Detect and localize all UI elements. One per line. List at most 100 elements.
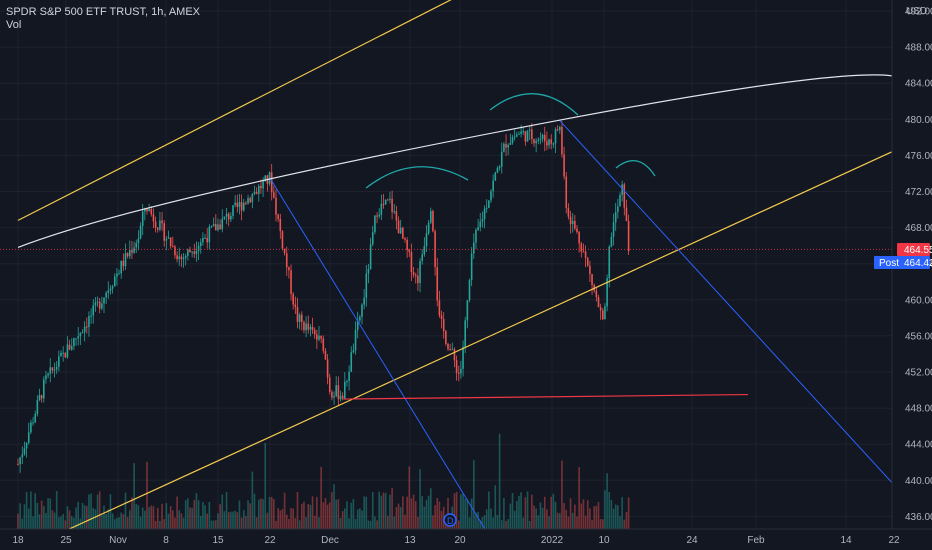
- volume-bar: [154, 520, 157, 529]
- volume-indicator-label[interactable]: Vol: [6, 19, 22, 31]
- volume-bar: [70, 516, 73, 529]
- candle-body: [251, 193, 254, 203]
- volume-bar: [337, 499, 340, 529]
- price-tick-label: 440.00: [905, 476, 932, 487]
- volume-bar: [139, 516, 142, 529]
- support-line[interactable]: [343, 393, 749, 400]
- volume-bar: [163, 519, 165, 529]
- volume-bar: [281, 509, 284, 529]
- candle-body: [301, 314, 303, 322]
- volume-bar: [156, 508, 159, 529]
- channel-upper-line[interactable]: [17, 0, 473, 221]
- candle-body: [442, 319, 445, 332]
- candle-body: [255, 192, 258, 194]
- volume-bar: [412, 494, 415, 529]
- volume-bar: [58, 517, 60, 529]
- candle-body: [361, 304, 363, 317]
- candle-body: [264, 175, 267, 182]
- volume-bar: [86, 506, 88, 529]
- volume-bar: [221, 494, 224, 529]
- candle-body: [55, 366, 58, 370]
- volume-bar: [285, 514, 288, 529]
- candle-body: [212, 223, 215, 227]
- volume-bar: [352, 498, 355, 529]
- head-arc[interactable]: [489, 93, 579, 116]
- candle-body: [378, 214, 380, 217]
- volume-bar: [344, 508, 346, 529]
- volume-bar: [612, 508, 615, 529]
- candle-body: [129, 250, 131, 257]
- volume-bar: [619, 516, 621, 529]
- volume-bar: [533, 505, 535, 529]
- downtrend-line-1[interactable]: [269, 177, 506, 550]
- candle-body: [199, 242, 202, 246]
- volume-bar: [399, 507, 402, 529]
- volume-bar: [172, 510, 174, 529]
- volume-bar: [270, 496, 273, 529]
- volume-bar: [427, 495, 430, 529]
- volume-bar: [440, 511, 443, 529]
- volume-bar: [346, 501, 348, 529]
- candle-body: [602, 310, 604, 320]
- candle-body: [116, 273, 118, 277]
- channel-lower-line[interactable]: [18, 150, 895, 550]
- left-shoulder-arc[interactable]: [365, 166, 469, 189]
- candle-body: [202, 238, 204, 243]
- symbol-title[interactable]: SPDR S&P 500 ETF TRUST, 1h, AMEX: [6, 6, 200, 18]
- candle-body: [574, 220, 576, 229]
- volume-bar: [60, 516, 62, 529]
- volume-bar: [23, 504, 26, 529]
- volume-bar: [408, 466, 411, 529]
- post-price-tag: Post 464.42: [874, 256, 932, 269]
- curved-resistance-line[interactable]: [17, 74, 908, 249]
- candle-body: [513, 136, 516, 138]
- candle-body: [197, 245, 200, 251]
- time-tick-label: 2022: [541, 535, 564, 546]
- candle-body: [184, 255, 187, 258]
- candle-body: [30, 422, 32, 433]
- candle-body: [245, 202, 247, 204]
- volume-bar: [129, 510, 131, 529]
- candle-body: [447, 343, 449, 350]
- volume-bar: [470, 498, 473, 529]
- candle-body: [40, 395, 43, 399]
- volume-bar: [438, 501, 441, 529]
- candle-body: [537, 139, 540, 141]
- dividend-event-icon[interactable]: D: [443, 513, 457, 527]
- candle-body: [191, 251, 193, 253]
- candle-body: [79, 332, 82, 337]
- candle-body: [258, 185, 260, 194]
- volume-bar: [251, 471, 254, 529]
- volume-bar: [238, 500, 241, 529]
- volume-bar: [599, 519, 602, 529]
- candle-body: [105, 292, 107, 298]
- candle-body: [53, 369, 56, 371]
- volume-bar: [217, 513, 219, 529]
- volume-bar: [191, 507, 193, 529]
- volume-bar: [541, 507, 544, 529]
- candle-body: [273, 192, 275, 198]
- candle-body: [569, 216, 572, 225]
- candle-body: [285, 253, 288, 268]
- volume-bar: [559, 513, 561, 529]
- candle-body: [610, 236, 613, 247]
- candle-body: [253, 192, 256, 194]
- candle-body: [109, 288, 112, 291]
- time-axis[interactable]: [0, 529, 932, 550]
- volume-bar: [574, 504, 576, 529]
- candle-body: [193, 251, 196, 254]
- volume-bar: [298, 520, 301, 529]
- volume-bar: [382, 492, 385, 529]
- volume-bar: [571, 512, 574, 529]
- downtrend-line-2[interactable]: [559, 119, 895, 486]
- candle-body: [144, 208, 146, 212]
- volume-bar: [602, 519, 604, 529]
- right-shoulder-arc[interactable]: [615, 160, 656, 177]
- volume-bar: [36, 502, 39, 529]
- candle-body: [494, 172, 497, 181]
- candle-body: [68, 344, 71, 350]
- time-tick-label: Dec: [321, 535, 339, 546]
- candle-body: [303, 321, 305, 331]
- candle-body: [625, 207, 628, 222]
